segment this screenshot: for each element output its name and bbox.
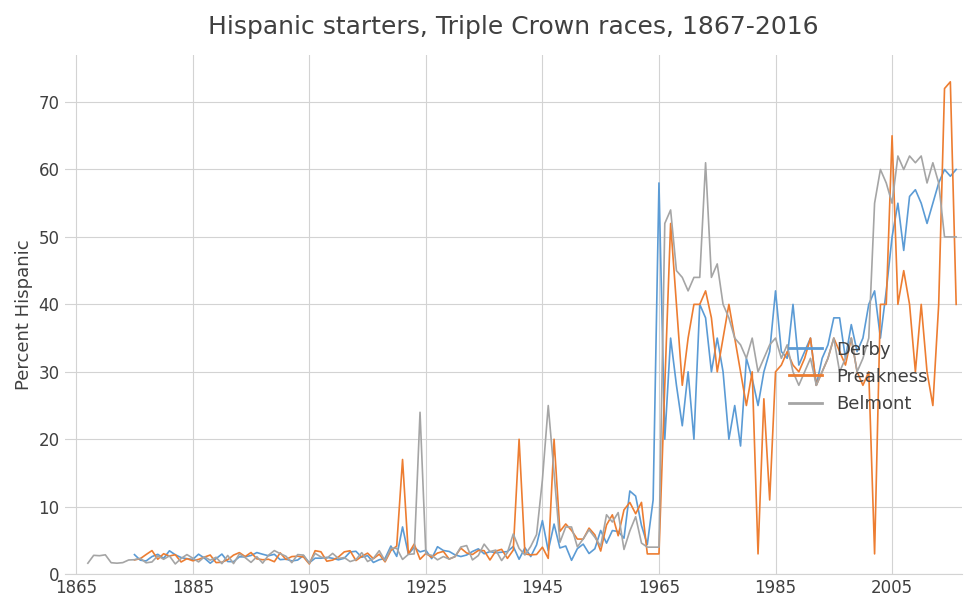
Preakness (385, 547, 397, 554)
Belmont (892, 152, 904, 160)
Derby (863, 300, 874, 308)
Line: Belmont: Belmont (88, 156, 956, 564)
Line: Preakness: Preakness (135, 82, 956, 564)
Preakness (129, 556, 141, 564)
Derby (670, 382, 682, 389)
Belmont (373, 547, 385, 554)
Preakness (670, 300, 682, 308)
Preakness (653, 550, 664, 558)
Preakness (951, 300, 962, 308)
Derby (653, 179, 664, 187)
Derby (129, 551, 141, 558)
Y-axis label: Percent Hispanic: Percent Hispanic (15, 239, 33, 390)
Legend: Derby, Preakness, Belmont: Derby, Preakness, Belmont (783, 334, 935, 420)
Derby (566, 557, 577, 564)
Belmont (82, 559, 94, 567)
Line: Derby: Derby (135, 170, 956, 563)
Derby (385, 542, 397, 550)
Preakness (304, 561, 316, 568)
Belmont (688, 274, 700, 281)
Derby (939, 166, 951, 173)
Belmont (169, 560, 181, 567)
Belmont (432, 556, 444, 564)
Belmont (577, 536, 589, 543)
Derby (951, 166, 962, 173)
Belmont (542, 402, 554, 409)
Preakness (863, 368, 874, 376)
Title: Hispanic starters, Triple Crown races, 1867-2016: Hispanic starters, Triple Crown races, 1… (208, 15, 819, 39)
Belmont (951, 233, 962, 241)
Derby (531, 541, 542, 548)
Derby (204, 559, 216, 567)
Preakness (945, 78, 956, 86)
Belmont (805, 354, 817, 362)
Preakness (531, 551, 542, 558)
Preakness (566, 527, 577, 534)
